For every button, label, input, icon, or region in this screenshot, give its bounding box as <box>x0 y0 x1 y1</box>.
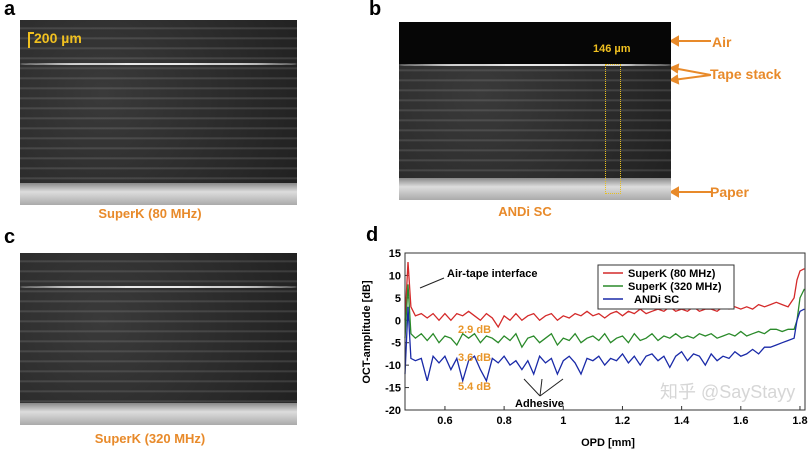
watermark: 知乎 @SayStayy <box>660 382 795 402</box>
oct-image-andi-sc <box>399 22 671 200</box>
series-line-2 <box>404 306 805 384</box>
y-tick-label: 0 <box>395 315 401 327</box>
x-tick-label: 0.8 <box>496 415 511 427</box>
y-tick-label: -10 <box>385 360 401 372</box>
legend-label: SuperK (80 MHz) <box>628 268 716 280</box>
annotation-air: Air <box>712 34 732 50</box>
oct-image-superk-80: 200 µm <box>20 20 297 205</box>
y-tick-label: -20 <box>385 405 401 417</box>
x-tick-label: 1.6 <box>733 415 748 427</box>
series-line-1 <box>404 284 805 349</box>
paper-layer <box>399 178 671 200</box>
paper-layer <box>20 403 297 425</box>
annotation-tape-stack: Tape stack <box>710 66 782 82</box>
x-axis-label: OPD [mm] <box>581 437 635 449</box>
y-tick-label: -15 <box>385 383 401 395</box>
y-axis-label: OCT-amplitude [dB] <box>361 280 373 384</box>
annotation-arrows <box>671 35 711 198</box>
surface-line <box>20 63 297 65</box>
legend: SuperK (80 MHz) SuperK (320 MHz) ANDi SC <box>597 264 735 310</box>
surface-line <box>20 286 297 288</box>
adhesive-arrows <box>523 378 564 397</box>
caption-a: SuperK (80 MHz) <box>98 206 202 221</box>
panel-letter-b: b <box>369 0 382 20</box>
annotation-3-6db: 3.6 dB <box>458 352 491 364</box>
annotation-arrow <box>419 277 445 289</box>
legend-label: ANDi SC <box>634 294 679 306</box>
width-label: 146 µm <box>593 43 631 55</box>
y-tick-label: 15 <box>389 248 401 260</box>
x-tick-label: 0.6 <box>437 415 452 427</box>
paper-layer <box>20 183 297 205</box>
y-tick-label: 5 <box>395 293 401 305</box>
x-tick-label: 1.8 <box>792 415 807 427</box>
y-tick-label: -5 <box>391 338 401 350</box>
oct-image-superk-320 <box>20 253 297 425</box>
measurement-box <box>605 64 621 194</box>
annotation-paper: Paper <box>710 184 749 200</box>
series-line-0 <box>404 261 805 329</box>
surface-line <box>399 64 671 66</box>
panel-letter-a: a <box>4 0 16 20</box>
caption-b: ANDi SC <box>498 204 552 219</box>
oct-amplitude-chart: 0.6 0.8 1 1.2 1.4 1.6 1.8 15 10 5 0 -5 -10 -15 -20 Sup… <box>361 248 808 449</box>
panel-letter-d: d <box>366 224 379 246</box>
x-tick-label: 1.4 <box>674 415 690 427</box>
legend-label: SuperK (320 MHz) <box>628 281 722 293</box>
plot-frame <box>404 252 806 411</box>
annotation-2-9db: 2.9 dB <box>458 324 491 336</box>
annotation-air-tape: Air-tape interface <box>447 268 537 280</box>
air-region <box>399 22 671 64</box>
annotation-5-4db: 5.4 dB <box>458 381 491 393</box>
scale-bar-label: 200 µm <box>34 30 82 46</box>
y-tick-label: 10 <box>389 270 401 282</box>
scale-bar <box>28 32 34 48</box>
annotation-adhesive: Adhesive <box>515 398 564 410</box>
x-tick-label: 1.2 <box>615 415 630 427</box>
panel-letter-c: c <box>4 226 16 248</box>
caption-c: SuperK (320 MHz) <box>94 431 206 446</box>
x-tick-label: 1 <box>560 415 566 427</box>
